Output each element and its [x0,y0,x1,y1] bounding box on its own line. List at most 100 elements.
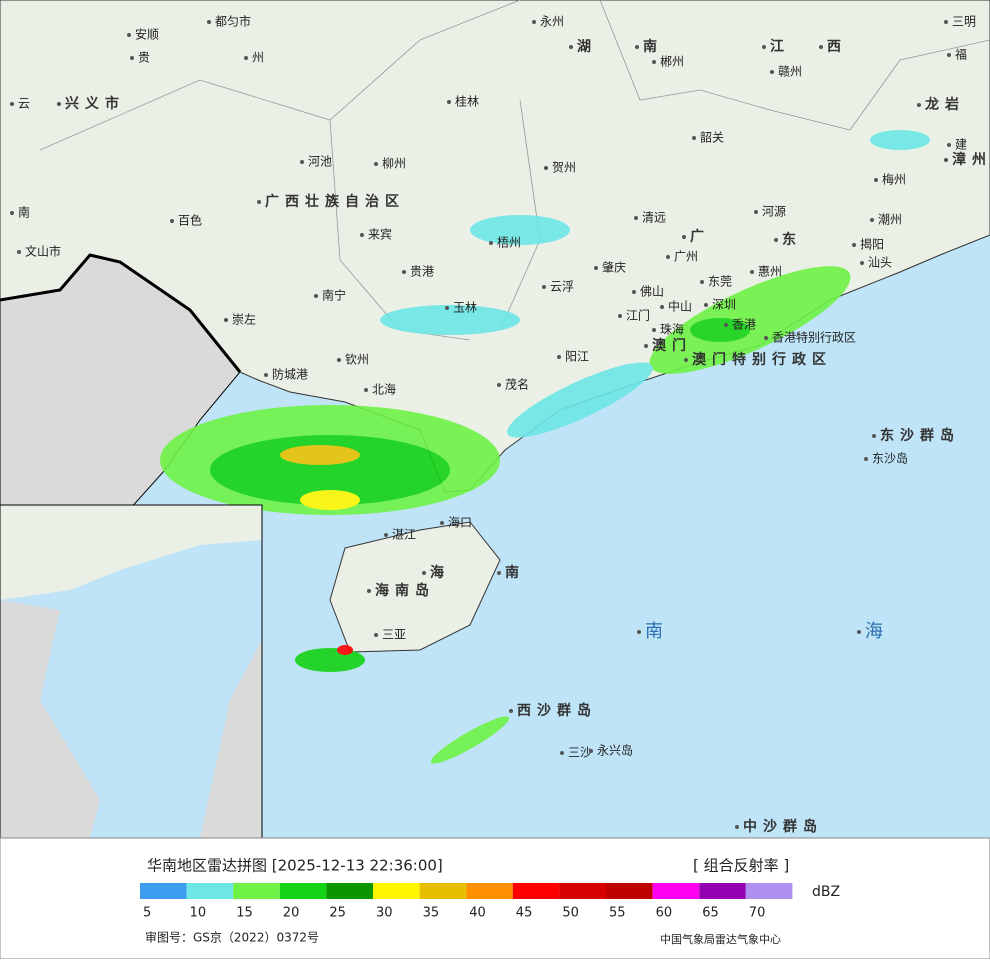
legend-swatch [606,883,653,899]
place-label: 百色 [178,214,202,228]
place-label: 汕头 [868,256,892,270]
product: [ 组合反射率 ] [693,857,789,875]
place-label: 澳门特别行政区 [692,351,832,368]
place-dot [692,136,696,140]
place-dot [374,633,378,637]
place-label: 湛江 [392,528,416,542]
place-dot [445,306,449,310]
inset-land [200,640,262,838]
place-dot [754,210,758,214]
place-label: 都匀市 [215,14,251,29]
place-label: 桂林 [455,94,479,109]
legend-label: 70 [749,906,766,921]
legend-swatch [186,883,234,899]
place-label: 防城港 [272,367,308,382]
place-label: 文山市 [25,244,61,259]
place-label: 清远 [642,211,666,225]
place-dot [660,305,664,309]
place-dot [666,255,670,259]
place-label: 贵 [138,51,150,65]
place-dot [509,709,513,713]
place-dot [644,344,648,348]
place-dot [422,571,426,575]
place-label: 海 [865,621,887,642]
legend-label: 30 [376,906,393,921]
place-label: 河源 [762,205,786,219]
legend-swatch [466,883,513,899]
legend-label: 35 [423,906,440,921]
place-label: 贺州 [552,161,576,175]
place-label: 云 [18,97,30,111]
place-label: 福 [955,47,967,62]
place-label: 漳州 [952,151,990,168]
place-label: 柳州 [382,157,406,171]
place-label: 三亚 [382,628,406,642]
place-label: 北海 [372,382,396,397]
place-dot [762,45,766,49]
legend-label: 15 [236,906,253,921]
place-label: 南 [505,564,525,581]
place-label: 兴义市 [65,95,125,112]
legend-label: 60 [656,906,673,921]
place-dot [364,388,368,392]
place-dot [489,241,493,245]
place-dot [870,218,874,222]
place-label: 西沙群岛 [517,702,597,719]
place-label: 梧州 [497,235,521,250]
place-label: 河池 [308,155,332,169]
legend-label: 50 [562,906,579,921]
place-dot [774,238,778,242]
place-dot [947,143,951,147]
place-label: 潮州 [878,212,902,227]
legend-swatch [652,883,700,899]
place-label: 广西壮族自治区 [265,193,405,210]
place-dot [440,521,444,525]
place-label: 玉林 [453,301,477,315]
place-dot [57,102,61,106]
place-dot [374,162,378,166]
border [0,253,242,373]
legend-swatch [326,883,373,899]
place-label: 赣州 [778,65,802,79]
place-label: 惠州 [758,265,782,279]
radar-echo [160,130,930,764]
place-label: 梅州 [882,172,906,187]
legend-swatch [699,883,746,899]
place-label: 南宁 [322,288,346,303]
place-dot [947,53,951,57]
legend-label: 5 [143,906,151,921]
place-dot [544,166,548,170]
place-dot [384,533,388,537]
legend-swatch [373,883,420,899]
place-dot [130,56,134,60]
legend-label: 25 [329,906,346,921]
place-label: 广 [690,228,710,245]
place-dot [944,158,948,162]
place-dot [864,457,868,461]
place-dot [10,102,14,106]
place-dot [244,56,248,60]
place-label: 海口 [448,515,472,530]
place-dot [917,103,921,107]
place-dot [532,20,536,24]
legend-swatch [512,883,560,899]
place-label: 佛山 [640,285,664,299]
place-label: 珠海 [660,322,684,337]
place-dot [300,160,304,164]
inset-land [0,600,100,838]
legend-swatch [279,883,327,899]
place-dot [314,294,318,298]
legend-label: 20 [283,906,300,921]
place-label: 江门 [626,308,650,323]
place-label: 茂名 [505,377,529,392]
legend-label: 55 [609,906,626,921]
legend-label: 45 [516,906,533,921]
place-label: 东莞 [708,275,732,289]
place-dot [224,318,228,322]
legend-swatch [745,883,793,899]
place-label: 钦州 [345,353,369,367]
place-label: 永州 [540,15,564,29]
place-label: 韶关 [700,130,724,145]
place-label: 香港 [732,318,756,332]
hainan [329,521,501,653]
